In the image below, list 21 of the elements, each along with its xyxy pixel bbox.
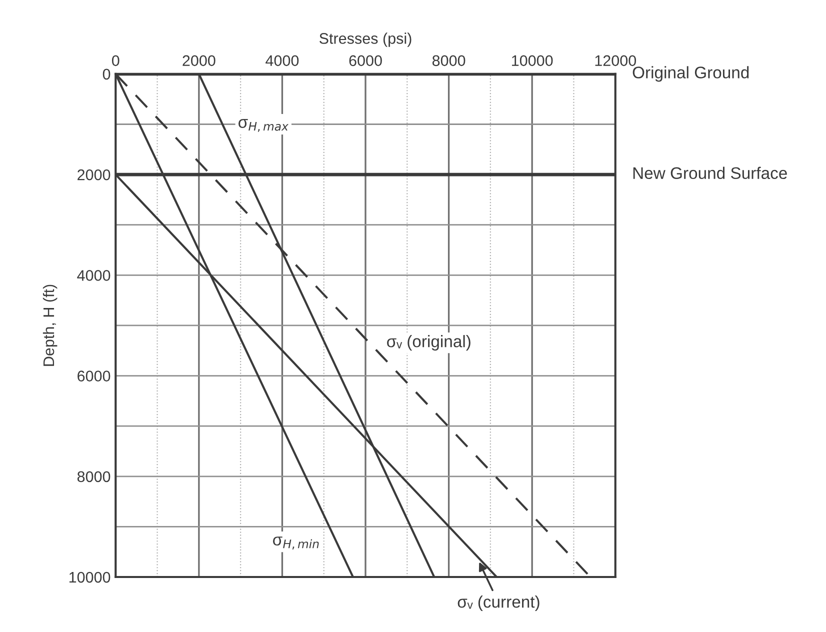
y-tick-label: 6000	[78, 370, 110, 382]
y-tick-label: 2000	[78, 169, 110, 180]
ref-line-label: Original Ground	[632, 66, 749, 82]
annotation: σᵥ (original)	[387, 335, 470, 351]
ref-line-label: New Ground Surface	[633, 166, 787, 180]
x-tick-label: 10000	[512, 55, 553, 66]
y-axis-title: Depth, H (ft)	[42, 284, 58, 366]
x-tick-label: 0	[112, 55, 120, 66]
annotation: σᵥ (current)	[458, 596, 540, 612]
x-tick-label: 12000	[595, 55, 636, 66]
x-tick-label: 6000	[349, 55, 382, 66]
x-tick-label: 4000	[266, 55, 299, 66]
annotation: σ$_{H,min}$	[273, 536, 319, 550]
annotation: σ$_{H,max}$	[238, 119, 289, 132]
y-tick-label: 8000	[77, 471, 110, 482]
x-tick-label: 2000	[182, 55, 216, 66]
x-axis-title: Stresses (psi)	[320, 32, 412, 47]
y-tick-label: 4000	[77, 270, 110, 281]
y-tick-label: 10000	[69, 572, 110, 583]
x-tick-label: 8000	[432, 55, 466, 66]
y-tick-label: 0	[102, 68, 110, 80]
